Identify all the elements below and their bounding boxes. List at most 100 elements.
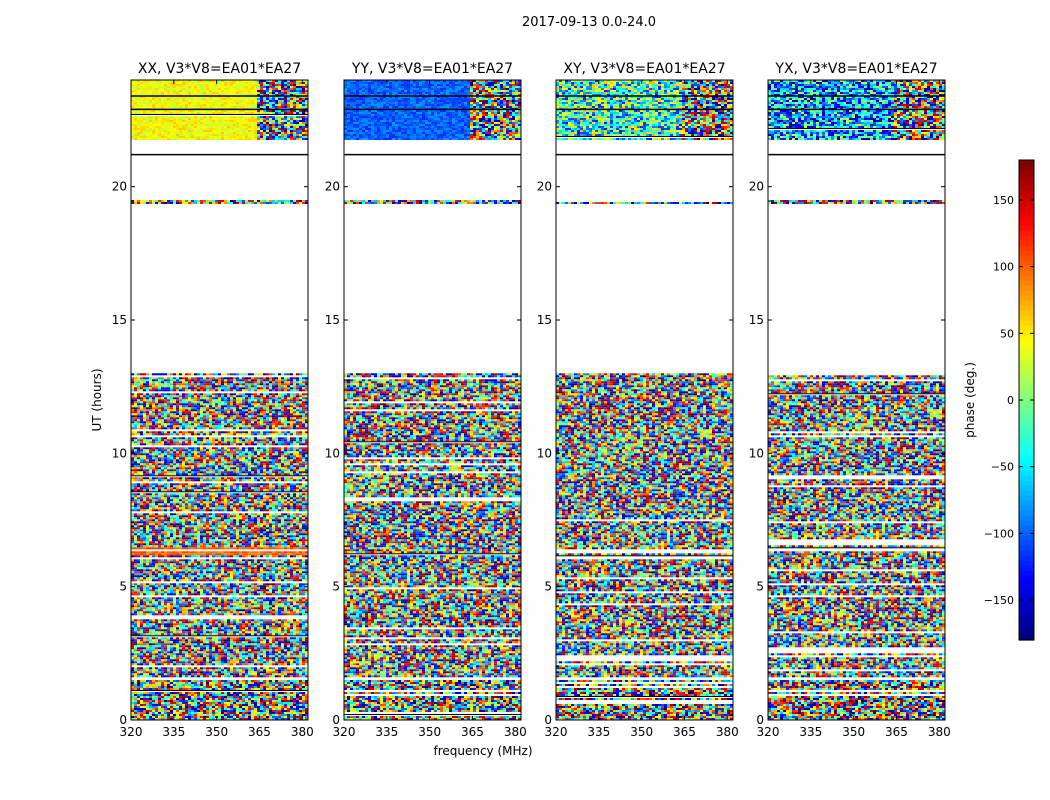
heatmap-cell <box>164 686 167 688</box>
heatmap-cell <box>236 419 239 422</box>
heatmap-cell <box>140 453 143 456</box>
heatmap-cell <box>194 694 197 696</box>
heatmap-cell <box>257 421 260 424</box>
heatmap-cell <box>218 463 221 466</box>
heatmap-cell <box>272 397 275 400</box>
heatmap-cell <box>266 409 269 412</box>
heatmap-cell <box>209 427 212 430</box>
heatmap-cell <box>221 702 224 704</box>
heatmap-cell <box>263 389 266 392</box>
heatmap-cell <box>302 385 305 388</box>
heatmap-cell <box>167 449 170 452</box>
heatmap-cell <box>152 381 155 384</box>
heatmap-cell <box>215 499 218 502</box>
heatmap-cell <box>152 419 155 422</box>
heatmap-cell <box>263 501 266 504</box>
heatmap-cell <box>179 513 182 516</box>
heatmap-cell <box>266 704 269 706</box>
heatmap-cell <box>272 377 275 380</box>
heatmap-cell <box>170 684 173 686</box>
heatmap-cell <box>188 409 191 412</box>
heatmap-cell <box>173 698 176 700</box>
heatmap-cell <box>239 457 242 460</box>
heatmap-cell <box>191 379 194 382</box>
heatmap-cell <box>299 519 302 522</box>
heatmap-cell <box>221 688 224 690</box>
heatmap-cell <box>296 702 299 704</box>
heatmap-cell <box>194 708 197 710</box>
heatmap-cell <box>230 497 233 500</box>
heatmap-cell <box>176 712 179 714</box>
heatmap-cell <box>200 469 203 472</box>
heatmap-cell <box>269 393 272 396</box>
heatmap-cell <box>215 459 218 462</box>
heatmap-cell <box>248 477 251 480</box>
heatmap-cell <box>152 399 155 402</box>
heatmap-cell <box>152 712 155 714</box>
heatmap-cell <box>296 425 299 428</box>
heatmap-cell <box>149 425 152 428</box>
heatmap-cell <box>275 698 278 700</box>
heatmap-cell <box>272 405 275 408</box>
heatmap-cell <box>179 698 182 700</box>
heatmap-cell <box>194 698 197 700</box>
heatmap-cell <box>251 403 254 406</box>
heatmap-cell <box>200 688 203 690</box>
heatmap-cell <box>200 415 203 418</box>
heatmap-cell <box>293 381 296 384</box>
heatmap-cell <box>188 708 191 710</box>
heatmap-cell <box>203 483 206 486</box>
heatmap-cell <box>269 503 272 506</box>
heatmap-cell <box>269 407 272 410</box>
heatmap-cell <box>224 517 227 520</box>
heatmap-cell <box>221 437 224 440</box>
heatmap-cell <box>290 455 293 458</box>
heatmap-cell <box>218 421 221 424</box>
heatmap-cell <box>257 455 260 458</box>
heatmap-cell <box>254 425 257 428</box>
heatmap-cell <box>305 443 308 446</box>
heatmap-cell <box>275 383 278 386</box>
heatmap-cell <box>266 716 269 718</box>
heatmap-cell <box>290 688 293 690</box>
heatmap-cell <box>137 425 140 428</box>
heatmap-cell <box>167 431 170 434</box>
heatmap-cell <box>158 716 161 718</box>
heatmap-cell <box>191 702 194 704</box>
heatmap-cell <box>158 443 161 446</box>
heatmap-cell <box>239 479 242 482</box>
heatmap-cell <box>290 501 293 504</box>
heatmap-cell <box>173 403 176 406</box>
heatmap-cell <box>284 455 287 458</box>
heatmap-cell <box>203 513 206 516</box>
heatmap-cell <box>257 451 260 454</box>
heatmap-cell <box>278 377 281 380</box>
heatmap-cell <box>266 515 269 518</box>
heatmap-cell <box>230 453 233 456</box>
heatmap-cell <box>251 684 254 686</box>
heatmap-cell <box>176 692 179 694</box>
heatmap-cell <box>200 489 203 492</box>
heatmap-cell <box>200 499 203 502</box>
heatmap-cell <box>278 385 281 388</box>
heatmap-cell <box>251 395 254 398</box>
heatmap-cell <box>260 409 263 412</box>
heatmap-cell <box>266 688 269 690</box>
heatmap-cell <box>251 704 254 706</box>
heatmap-cell <box>209 483 212 486</box>
heatmap-cell <box>269 403 272 406</box>
heatmap-cell <box>164 421 167 424</box>
heatmap-cell <box>146 379 149 382</box>
heatmap-cell <box>173 459 176 462</box>
heatmap-cell <box>230 493 233 496</box>
heatmap-cell <box>233 686 236 688</box>
heatmap-cell <box>185 718 188 720</box>
heatmap-cell <box>215 379 218 382</box>
heatmap-cell <box>209 431 212 434</box>
heatmap-cell <box>230 387 233 390</box>
heatmap-cell <box>164 403 167 406</box>
heatmap-cell <box>179 387 182 390</box>
heatmap-cell <box>287 451 290 454</box>
heatmap-cell <box>209 716 212 718</box>
heatmap-cell <box>131 700 134 702</box>
